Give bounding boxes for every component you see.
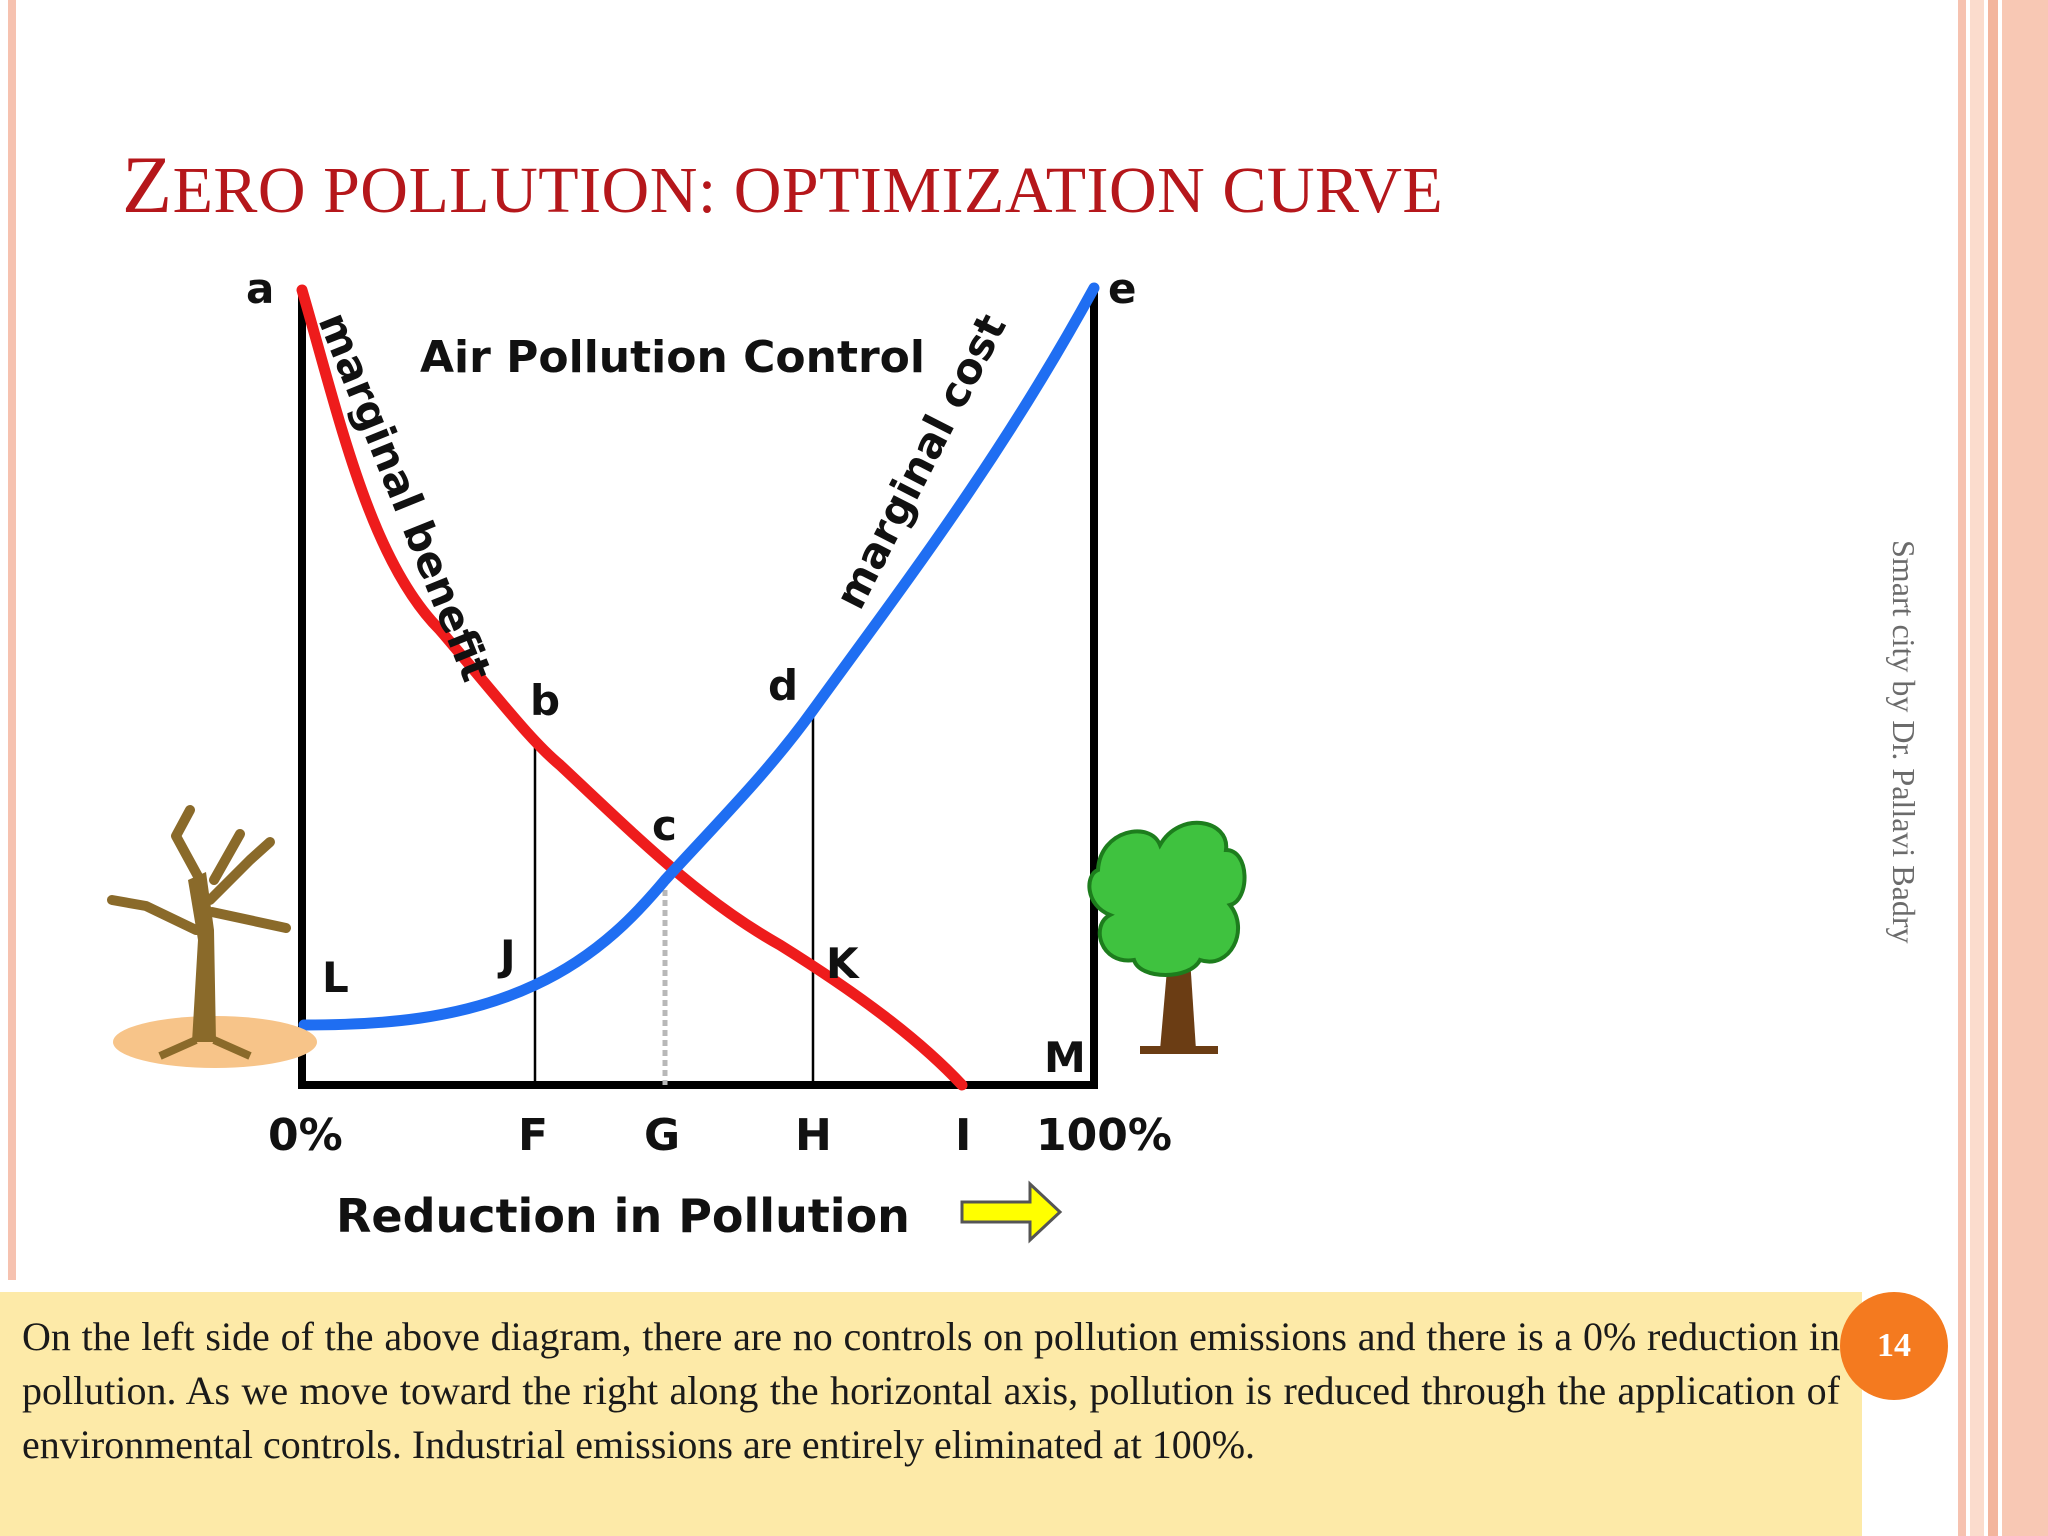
right-decor-strip: [1988, 0, 1998, 1536]
point-label-e: e: [1108, 264, 1137, 313]
point-label-c: c: [652, 801, 677, 850]
point-label-K: K: [826, 939, 860, 988]
right-decor-strip: [1958, 0, 1966, 1536]
x-axis-label: Reduction in Pollution: [336, 1189, 910, 1243]
x-tick-0: 0%: [268, 1110, 343, 1161]
point-label-b: b: [530, 676, 560, 725]
slide-title: ZERO POLLUTION: OPTIMIZATION CURVE: [122, 138, 1443, 232]
page-number-badge: 14: [1840, 1292, 1948, 1400]
marginal-cost-curve: [298, 282, 1100, 1031]
left-decor-rule: [8, 0, 16, 1280]
point-label-M: M: [1044, 1033, 1086, 1082]
marginal-benefit-curve: [296, 284, 968, 1091]
x-tick-H: H: [795, 1110, 832, 1161]
healthy-tree-icon: [1087, 820, 1247, 1054]
x-tick-I: I: [955, 1110, 971, 1161]
explanation-text: On the left side of the above diagram, t…: [22, 1314, 1840, 1467]
air-pollution-diagram: marginal benefit marginal cost Air Pollu…: [107, 264, 1247, 1244]
x-tick-G: G: [644, 1110, 680, 1161]
dead-tree-icon: [107, 805, 317, 1068]
x-tick-100: 100%: [1036, 1110, 1172, 1161]
right-decor-strip: [1970, 0, 1984, 1536]
x-tick-F: F: [518, 1110, 548, 1161]
point-label-J: J: [497, 931, 516, 980]
explanation-box: On the left side of the above diagram, t…: [0, 1292, 1862, 1536]
side-author-label: Smart city by Dr. Pallavi Badry: [1886, 540, 1922, 944]
title-first-letter: Z: [122, 139, 173, 230]
right-decor-strip: [2002, 0, 2048, 1536]
point-label-L: L: [322, 953, 349, 1002]
point-label-a: a: [246, 264, 274, 313]
right-arrow-icon: [960, 1180, 1063, 1244]
chart-title: Air Pollution Control: [420, 332, 925, 383]
title-rest: ERO POLLUTION: OPTIMIZATION CURVE: [172, 154, 1444, 227]
point-label-d: d: [768, 661, 798, 710]
